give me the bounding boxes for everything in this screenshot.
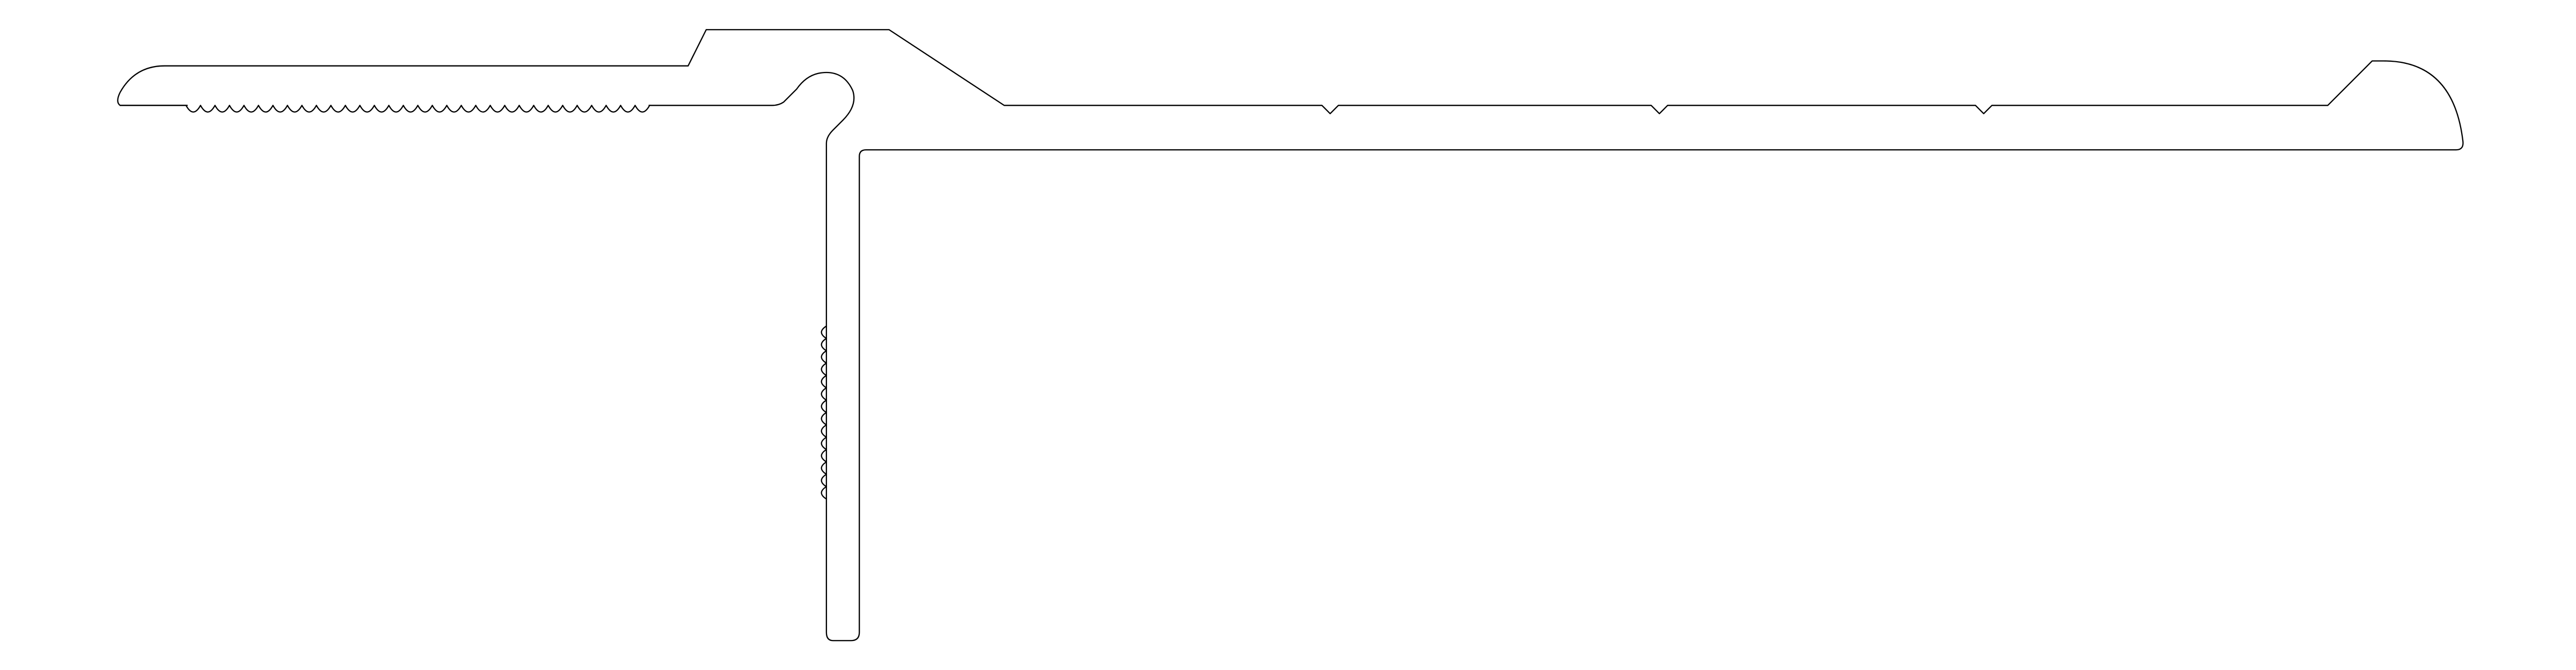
- left-leg-serration: [119, 105, 651, 113]
- vertical-leg-serration: [821, 325, 828, 500]
- profile-outline-group: [117, 29, 2464, 642]
- profile-outline: [117, 29, 2464, 642]
